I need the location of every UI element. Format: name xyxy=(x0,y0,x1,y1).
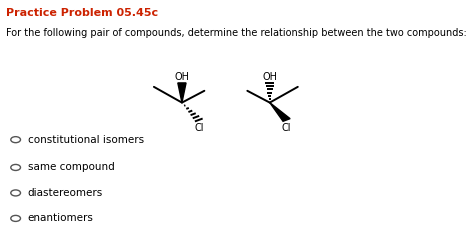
Text: Practice Problem 05.45c: Practice Problem 05.45c xyxy=(6,8,158,18)
Text: Cl: Cl xyxy=(194,123,203,133)
Text: OH: OH xyxy=(262,72,277,82)
Text: enantiomers: enantiomers xyxy=(27,213,93,223)
Text: Cl: Cl xyxy=(282,123,292,133)
Text: same compound: same compound xyxy=(27,162,114,172)
Text: For the following pair of compounds, determine the relationship between the two : For the following pair of compounds, det… xyxy=(6,28,467,38)
Text: constitutional isomers: constitutional isomers xyxy=(27,135,144,145)
Polygon shape xyxy=(178,83,186,103)
Polygon shape xyxy=(270,103,290,121)
Text: diastereomers: diastereomers xyxy=(27,188,103,198)
Text: OH: OH xyxy=(174,72,190,82)
